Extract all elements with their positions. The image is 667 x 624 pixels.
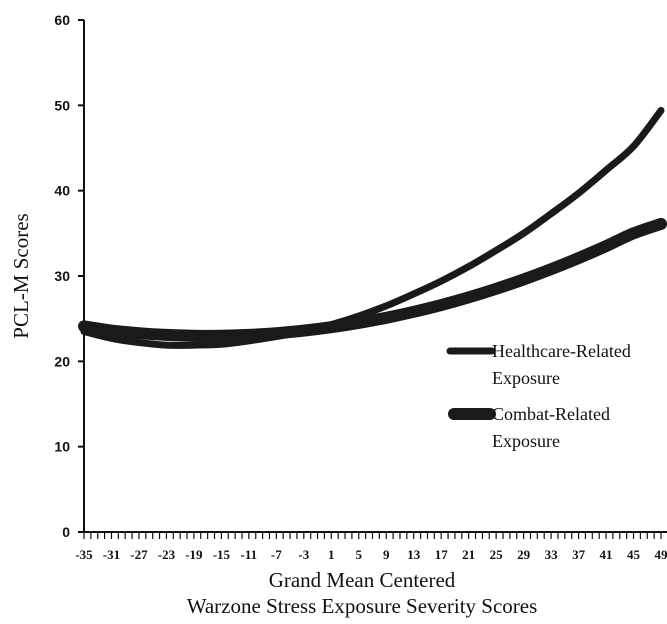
axes	[83, 20, 667, 533]
y-tick-label: 60	[54, 12, 70, 28]
x-tick-label: -7	[271, 547, 282, 562]
x-tick-label: 45	[627, 547, 641, 562]
x-tick-label: -31	[103, 547, 120, 562]
legend-label-combat-line1: Combat-Related	[492, 404, 610, 424]
y-ticks: 0 10 20 30 40 50 60	[54, 12, 84, 540]
series-lines	[78, 106, 667, 349]
x-tick-label: -27	[130, 547, 148, 562]
x-tick-label: 13	[407, 547, 421, 562]
y-tick-label: 0	[62, 524, 70, 540]
legend-label-combat-line2: Exposure	[492, 431, 560, 451]
x-tick-label: -15	[213, 547, 231, 562]
x-tick-label: 1	[328, 547, 335, 562]
y-tick-label: 30	[54, 268, 70, 284]
x-tick-label: -35	[75, 547, 93, 562]
series-line-combat	[78, 217, 667, 342]
y-axis-title: PCL-M Scores	[9, 213, 33, 338]
x-tick-label: 17	[435, 547, 449, 562]
x-ticks: -35 -31 -27 -23 -19 -15 -11 -7 -3 1 5 9 13 17 21 25 29 33…	[75, 532, 667, 562]
series-line-healthcare	[80, 106, 665, 349]
x-tick-label: 5	[356, 547, 363, 562]
x-tick-label: 25	[490, 547, 504, 562]
legend-label-healthcare-line1: Healthcare-Related	[492, 341, 631, 361]
x-tick-label: 33	[545, 547, 559, 562]
y-tick-label: 50	[54, 97, 70, 113]
x-tick-label: -11	[241, 547, 258, 562]
x-tick-label: -3	[298, 547, 309, 562]
x-tick-label: 41	[600, 547, 613, 562]
legend: Healthcare-Related Exposure Combat-Relat…	[446, 341, 631, 451]
x-tick-label: -23	[158, 547, 176, 562]
y-tick-label: 40	[54, 183, 70, 199]
x-axis-title-line1: Grand Mean Centered	[269, 568, 456, 592]
x-tick-label: 29	[517, 547, 531, 562]
y-tick-label: 10	[54, 439, 70, 455]
x-tick-label: 21	[462, 547, 475, 562]
x-tick-label: -19	[185, 547, 203, 562]
legend-label-healthcare-line2: Exposure	[492, 368, 560, 388]
y-tick-label: 20	[54, 353, 70, 369]
x-tick-label: 9	[383, 547, 390, 562]
x-axis-title-line2: Warzone Stress Exposure Severity Scores	[187, 594, 538, 618]
x-tick-label: 37	[572, 547, 586, 562]
x-tick-label: 49	[655, 547, 667, 562]
